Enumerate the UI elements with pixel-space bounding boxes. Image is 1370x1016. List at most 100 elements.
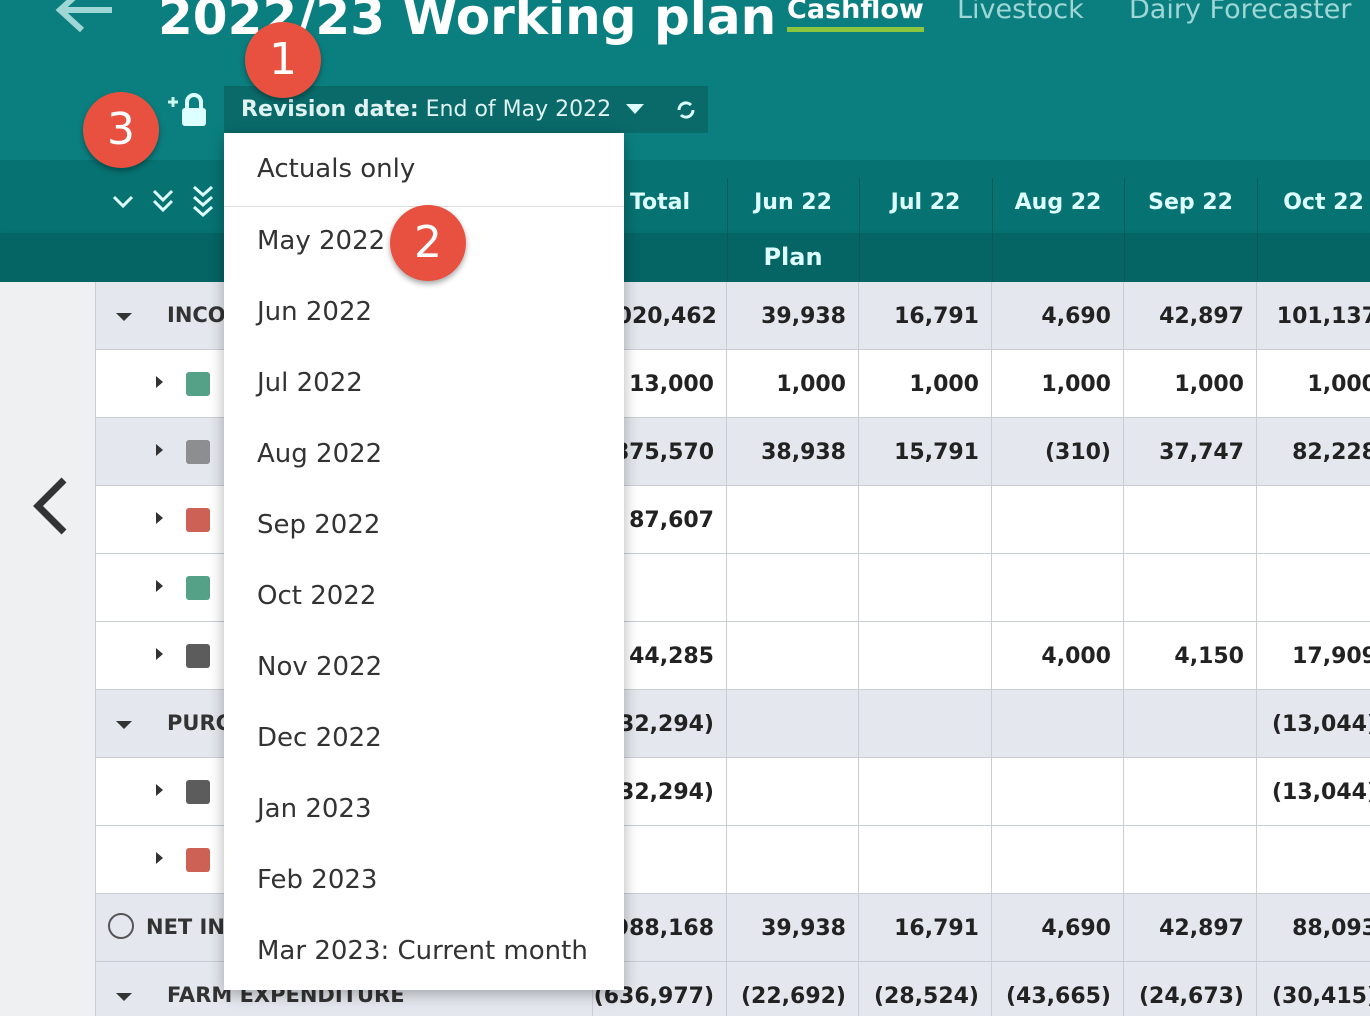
table-cell	[1124, 758, 1257, 826]
expand-toggle[interactable]	[156, 512, 163, 524]
table-cell: (43,665)	[992, 962, 1124, 1016]
table-cell	[859, 554, 992, 622]
table-cell: 1,000	[1257, 350, 1370, 418]
table-cell: 16,791	[859, 894, 992, 962]
table-cell: 15,791	[859, 418, 992, 486]
dropdown-item[interactable]: Jan 2023	[257, 794, 372, 824]
dropdown-item[interactable]: Actuals only	[257, 154, 416, 184]
refresh-button[interactable]	[674, 96, 698, 124]
table-cell: 101,137	[1257, 282, 1370, 350]
table-cell: 4,000	[992, 622, 1124, 690]
column-divider	[1124, 178, 1125, 282]
table-cell: (310)	[992, 418, 1124, 486]
row-icon	[186, 848, 210, 872]
tab[interactable]: Livestock	[957, 0, 1084, 25]
table-cell	[992, 758, 1124, 826]
previous-button[interactable]	[30, 476, 70, 536]
table-cell	[727, 690, 859, 758]
table-cell: 1,000	[992, 350, 1124, 418]
column-header: Total	[629, 190, 691, 215]
table-cell: 4,690	[992, 282, 1124, 350]
collapse-toggle[interactable]	[116, 313, 132, 321]
table-cell	[1124, 826, 1257, 894]
dropdown-item[interactable]: Nov 2022	[257, 652, 383, 682]
table-cell	[1124, 486, 1257, 554]
row-icon	[186, 440, 210, 464]
dropdown-item[interactable]: Mar 2023: Current month	[257, 936, 588, 966]
expand-toggle[interactable]	[156, 852, 163, 864]
column-divider	[992, 178, 993, 282]
table-cell	[859, 486, 992, 554]
back-button[interactable]	[52, 0, 116, 50]
equals-icon	[108, 913, 134, 939]
column-header: Aug 22	[1014, 190, 1102, 215]
revision-value: End of May 2022	[425, 97, 612, 122]
table-cell	[727, 486, 859, 554]
table-cell: (24,673)	[1124, 962, 1257, 1016]
expand-toggle[interactable]	[156, 784, 163, 796]
collapse-toggle[interactable]	[116, 721, 132, 729]
dropdown-item[interactable]: Jul 2022	[257, 368, 363, 398]
table-cell	[727, 554, 859, 622]
tab[interactable]: Cashflow	[787, 0, 924, 32]
table-cell	[1257, 826, 1370, 894]
dropdown-item[interactable]: Aug 2022	[257, 439, 383, 469]
table-cell	[727, 622, 859, 690]
dropdown-item[interactable]: Oct 2022	[257, 581, 377, 611]
expand-toggle[interactable]	[156, 376, 163, 388]
column-divider	[859, 178, 860, 282]
column-header: Jun 22	[754, 190, 832, 215]
dropdown-item[interactable]: Feb 2023	[257, 865, 378, 895]
table-cell: 4,150	[1124, 622, 1257, 690]
lock-button[interactable]	[164, 92, 210, 130]
dropdown-item[interactable]: Sep 2022	[257, 510, 381, 540]
table-cell: 16,791	[859, 282, 992, 350]
table-cell: 17,909	[1257, 622, 1370, 690]
column-divider	[1257, 178, 1258, 282]
collapse-toggle[interactable]	[116, 993, 132, 1001]
expand-controls[interactable]	[110, 185, 220, 221]
badge: 3	[83, 92, 159, 168]
table-cell: (13,044)	[1257, 690, 1370, 758]
row-icon	[186, 644, 210, 668]
dropdown-item[interactable]: May 2022	[257, 226, 386, 256]
table-cell	[859, 622, 992, 690]
table-cell: 1,000	[1124, 350, 1257, 418]
row-icon	[186, 372, 210, 396]
table-cell	[859, 690, 992, 758]
table-cell: (30,415)	[1257, 962, 1370, 1016]
row-icon	[186, 508, 210, 532]
expand-toggle[interactable]	[156, 580, 163, 592]
dropdown-item[interactable]: Jun 2022	[257, 297, 373, 327]
row-icon	[186, 780, 210, 804]
table-cell: 82,228	[1257, 418, 1370, 486]
row-label: PURC	[167, 711, 232, 735]
table-cell: 39,938	[727, 894, 859, 962]
table-cell: (13,044)	[1257, 758, 1370, 826]
table-cell: (28,524)	[859, 962, 992, 1016]
dropdown-menu: Actuals only May 2022 Jun 2022 Jul 2022 Aug …	[224, 133, 624, 990]
expand-toggle[interactable]	[156, 648, 163, 660]
row-icon	[186, 576, 210, 600]
subheader-band	[0, 233, 1370, 282]
dropdown-item[interactable]: Dec 2022	[257, 723, 382, 753]
column-header: Sep 22	[1148, 190, 1233, 215]
table-cell: 42,897	[1124, 282, 1257, 350]
table-cell: 1,000	[859, 350, 992, 418]
table-cell	[859, 758, 992, 826]
row-label: INCO	[167, 303, 226, 327]
badge: 1	[245, 22, 321, 98]
badge: 2	[390, 205, 466, 281]
revision-label: Revision date:	[241, 97, 419, 122]
expand-toggle[interactable]	[156, 444, 163, 456]
table-cell	[1124, 690, 1257, 758]
revision-select[interactable]: Revision date: End of May 2022	[224, 86, 708, 133]
dropdown-caret	[626, 104, 644, 114]
column-header: Oct 22	[1283, 190, 1364, 215]
table-cell: 88,093	[1257, 894, 1370, 962]
table-cell: 38,938	[727, 418, 859, 486]
table-cell	[1257, 486, 1370, 554]
tab[interactable]: Dairy Forecaster	[1129, 0, 1352, 25]
table-cell	[1124, 554, 1257, 622]
